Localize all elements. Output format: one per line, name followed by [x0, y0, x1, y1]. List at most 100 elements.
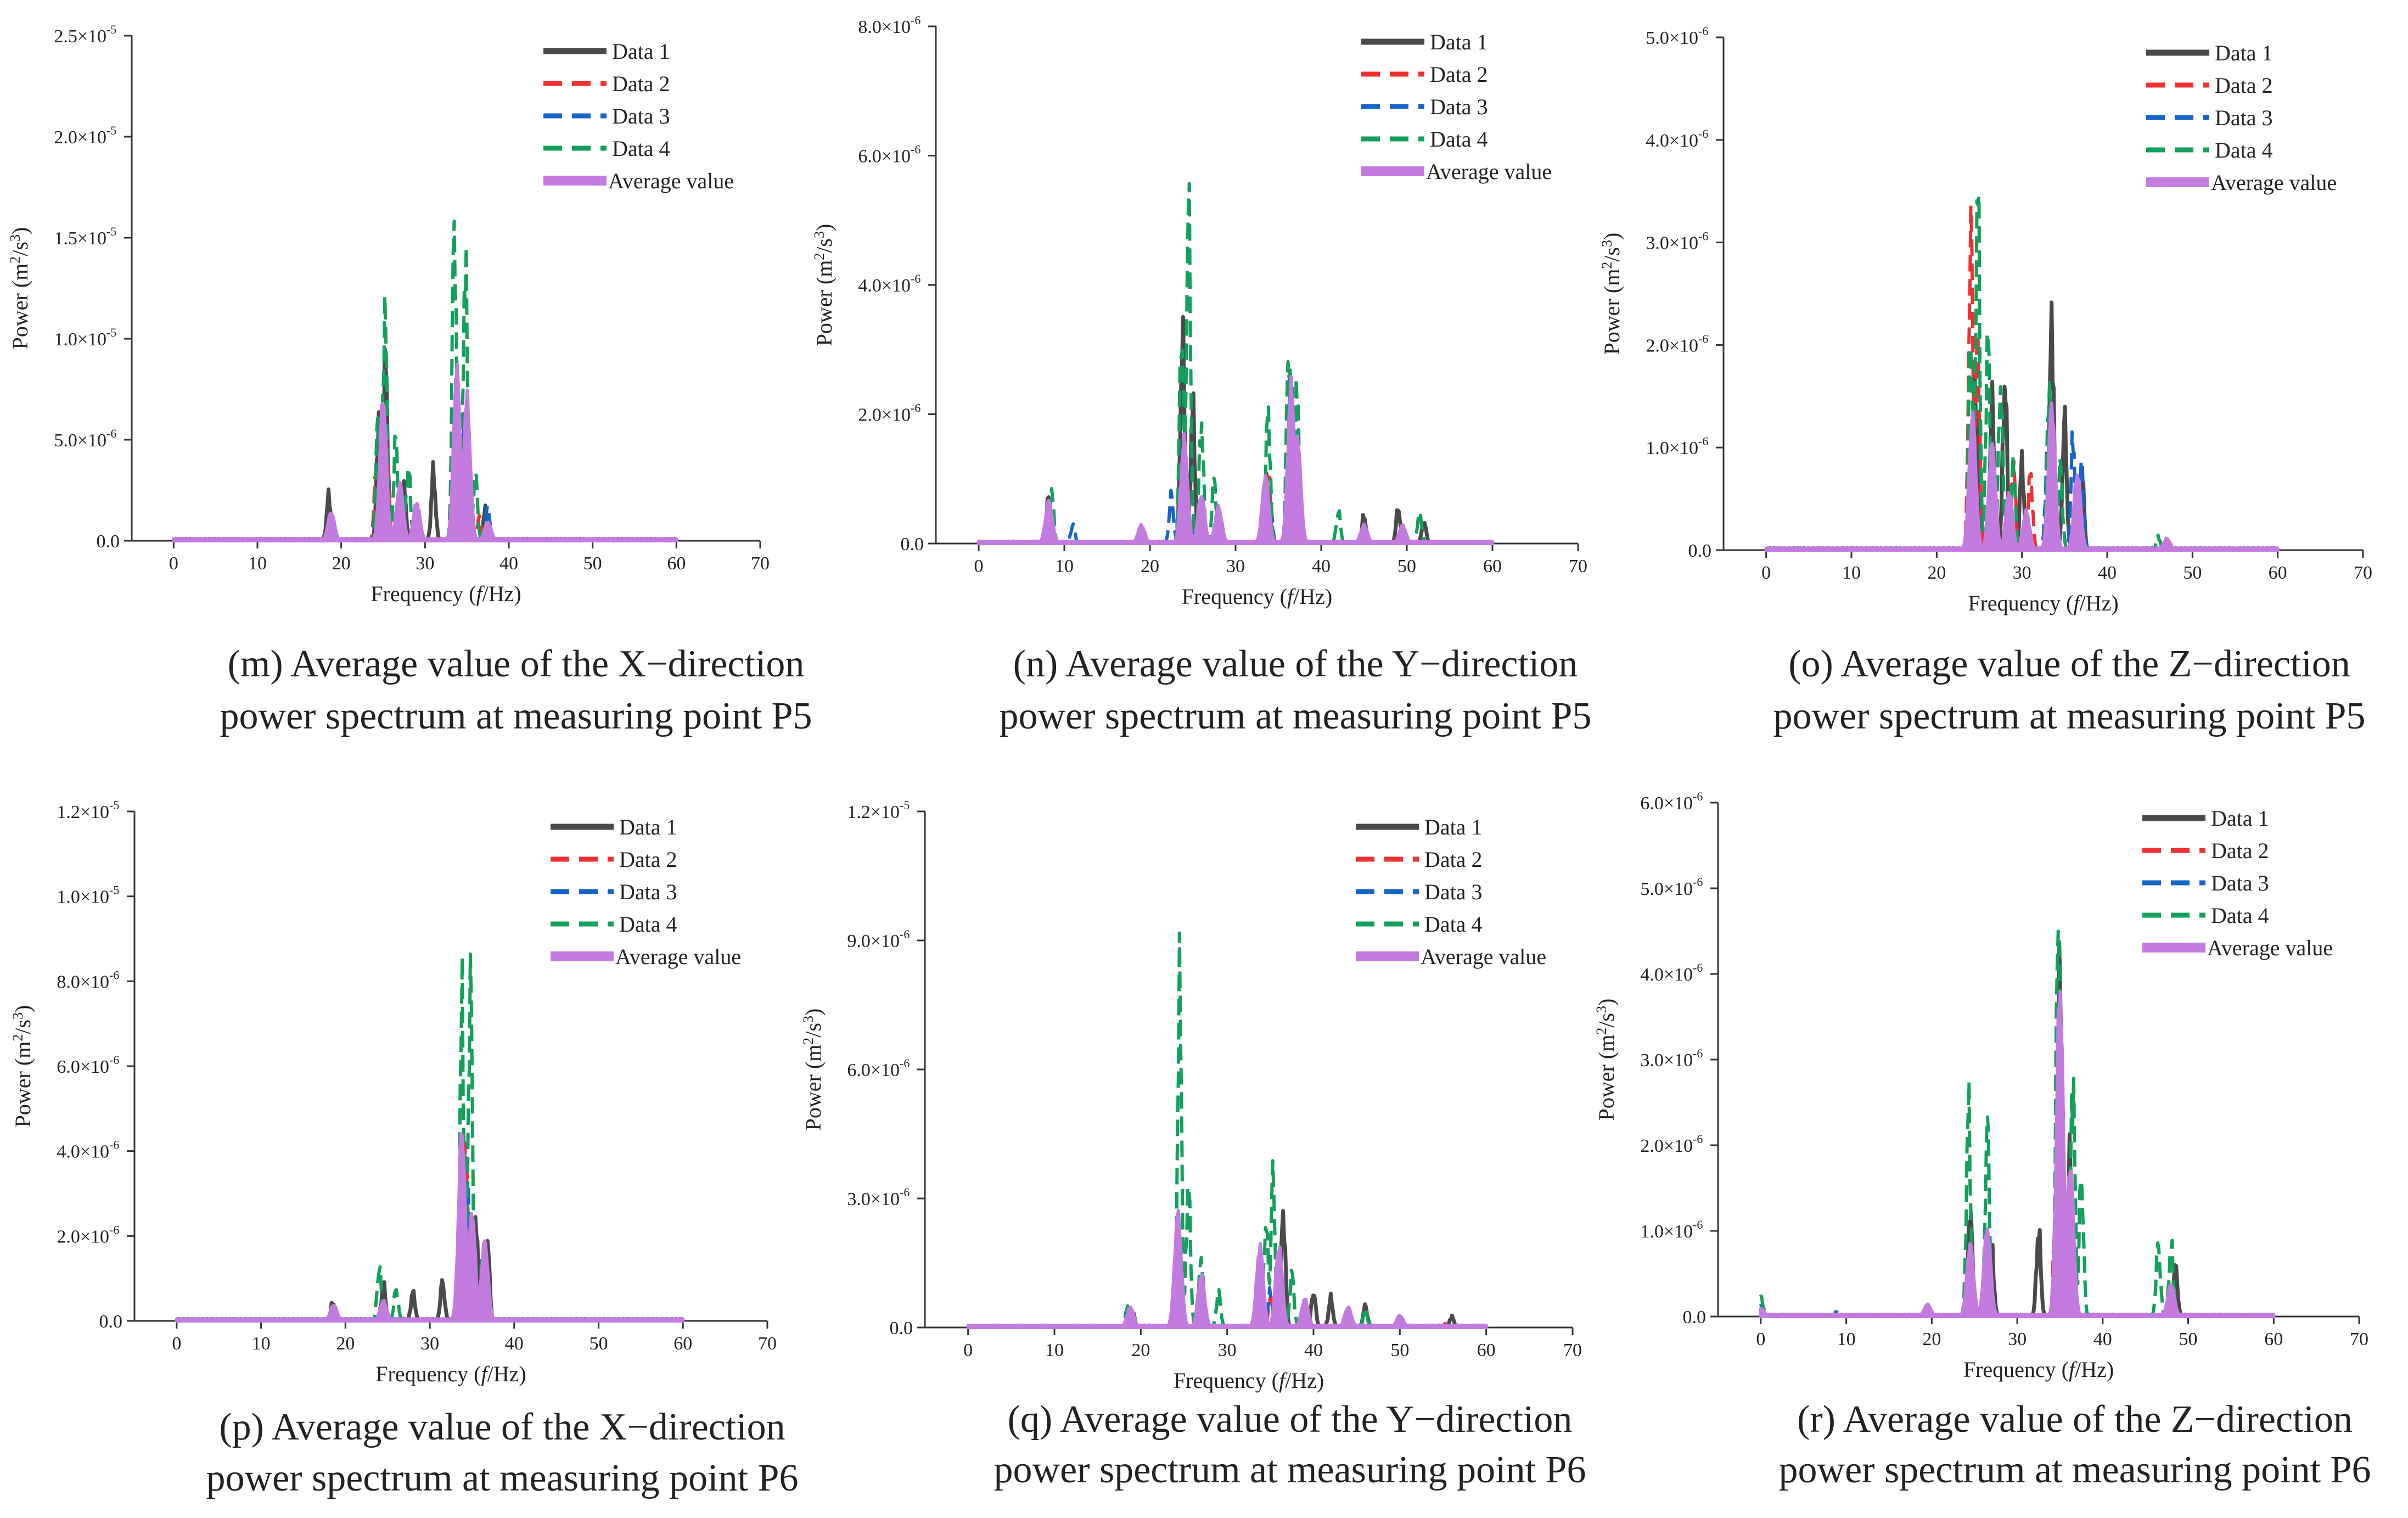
y-tick-label: 6.0×10: [858, 147, 911, 167]
y-tick-label: 0.0: [1683, 1307, 1707, 1327]
series-line-data-3: [176, 1183, 684, 1321]
series-line-data-1: [1760, 941, 2275, 1318]
chart-panel-m: 0 10 20 30 40 50 60 700.05.0×10 -61.0×10 -51.5×10…: [7, 23, 812, 737]
x-tick-label: 50: [590, 1334, 608, 1354]
caption-line-2: power spectrum at measuring point P5: [220, 695, 812, 737]
y-tick-exponent: -6: [900, 1056, 910, 1070]
x-axis-title: Frequency (f/Hz): [1968, 591, 2118, 615]
legend-label-data-3: Data 3: [612, 104, 670, 128]
y-tick-label: 0.0: [901, 534, 924, 554]
y-tick-exponent: -6: [1698, 332, 1708, 345]
x-tick-label: 10: [1842, 563, 1861, 583]
y-tick-label: 4.0×10: [858, 276, 911, 296]
series-line-data-1: [1765, 300, 2279, 551]
x-tick-label: 40: [1312, 556, 1331, 576]
y-tick-label: 2.0×10: [1646, 335, 1698, 356]
legend-label-data-4: Data 4: [2215, 138, 2273, 163]
y-tick-exponent: -6: [109, 1223, 119, 1236]
x-tick-label: 0: [963, 1340, 973, 1360]
y-tick-exponent: -5: [106, 23, 116, 36]
x-tick-label: 10: [1045, 1340, 1064, 1360]
caption-line-1: (r) Average value of the Z−direction: [1797, 1398, 2353, 1441]
y-tick-exponent: -6: [1698, 127, 1708, 141]
y-tick-exponent: -6: [1693, 875, 1703, 889]
series-area-average-value: [172, 362, 678, 542]
x-axis-title: Frequency (f/Hz): [1174, 1368, 1324, 1393]
x-tick-label: 60: [667, 553, 686, 574]
series-line-data-1: [176, 1138, 684, 1322]
series-line-data-4: [176, 952, 684, 1321]
x-tick-label: 0: [1761, 563, 1771, 583]
x-tick-label: 30: [2008, 1329, 2027, 1349]
x-tick-label: 70: [1569, 556, 1587, 576]
y-tick-label: 4.0×10: [1640, 965, 1693, 985]
x-tick-label: 40: [1304, 1340, 1323, 1360]
caption-line-2: power spectrum at measuring point P6: [206, 1457, 799, 1499]
legend-label-data-2: Data 2: [612, 71, 670, 96]
chart-panel-o: 0 10 20 30 40 50 60 700.01.0×10 -62.0×10 -63.0×10…: [1599, 24, 2372, 737]
x-axis-title: Frequency (f/Hz): [1963, 1357, 2114, 1382]
y-tick-label: 2.0×10: [57, 1226, 109, 1247]
x-tick-label: 40: [2098, 563, 2117, 583]
legend-label-average-value: Average value: [608, 169, 734, 193]
x-tick-label: 0: [1756, 1329, 1765, 1349]
legend-label-data-1: Data 1: [1424, 815, 1483, 839]
y-tick-label: 1.2×10: [847, 802, 900, 822]
y-axis-title: Power (m2/s3): [10, 1005, 35, 1128]
y-tick-exponent: -6: [911, 143, 920, 156]
x-tick-label: 70: [758, 1334, 777, 1354]
series-line-data-2: [173, 423, 677, 541]
legend-label-data-2: Data 2: [1430, 62, 1488, 87]
y-tick-label: 8.0×10: [57, 972, 109, 992]
x-tick-label: 60: [2269, 563, 2287, 583]
y-tick-label: 1.5×10: [54, 228, 106, 249]
legend-label-data-3: Data 3: [619, 880, 677, 904]
y-tick-label: 1.0×10: [1646, 438, 1698, 458]
y-tick-exponent: -6: [911, 401, 920, 415]
x-tick-label: 10: [1055, 556, 1074, 576]
x-tick-label: 60: [1483, 556, 1502, 576]
y-tick-label: 1.0×10: [54, 329, 106, 350]
y-tick-exponent: -6: [1693, 1132, 1703, 1146]
y-tick-exponent: -5: [900, 798, 910, 812]
x-axis-title: Frequency (f/Hz): [375, 1362, 526, 1386]
series-line-data-3: [1759, 1222, 2275, 1317]
legend-label-data-1: Data 1: [2215, 41, 2273, 65]
y-tick-label: 6.0×10: [57, 1057, 109, 1077]
y-tick-label: 2.5×10: [54, 26, 106, 47]
y-tick-label: 2.0×10: [1640, 1136, 1693, 1156]
series-line-data-4: [1759, 929, 2275, 1317]
y-tick-exponent: -6: [1698, 229, 1708, 243]
caption-line-2: power spectrum at measuring point P5: [1773, 695, 2366, 737]
series-line-data-1: [978, 315, 1494, 544]
y-tick-label: 4.0×10: [1646, 131, 1698, 151]
y-tick-exponent: -6: [1698, 24, 1708, 38]
series-area-average-value: [175, 1132, 685, 1323]
y-tick-exponent: -5: [106, 225, 116, 238]
series-area-average-value: [1764, 401, 2280, 552]
y-tick-exponent: -6: [1693, 789, 1703, 803]
series-area-average-value: [1759, 990, 2276, 1318]
legend-label-data-4: Data 4: [1424, 912, 1483, 937]
caption-line-1: (p) Average value of the X−direction: [219, 1406, 785, 1448]
caption-line-2: power spectrum at measuring point P6: [1779, 1449, 2371, 1491]
legend-label-data-2: Data 2: [619, 847, 677, 872]
y-tick-label: 3.0×10: [847, 1189, 900, 1209]
y-tick-exponent: -5: [106, 124, 116, 137]
legend-label-average-value: Average value: [2207, 936, 2333, 960]
y-tick-label: 5.0×10: [54, 430, 106, 451]
chart-panel-r: 0 10 20 30 40 50 60 700.01.0×10 -62.0×10 -63.0×10…: [1593, 789, 2371, 1491]
y-tick-exponent: -6: [109, 968, 119, 982]
legend-label-data-3: Data 3: [1424, 880, 1483, 904]
caption-line-1: (m) Average value of the X−direction: [228, 643, 805, 685]
y-tick-exponent: -5: [109, 798, 119, 812]
x-tick-label: 10: [252, 1334, 271, 1354]
x-tick-label: 0: [172, 1334, 181, 1354]
y-tick-label: 2.0×10: [54, 127, 106, 148]
series-line-data-1: [172, 347, 677, 542]
y-tick-exponent: -6: [911, 272, 920, 285]
x-tick-label: 70: [2354, 563, 2372, 583]
series-line-data-3: [173, 412, 677, 541]
y-tick-label: 9.0×10: [847, 931, 900, 951]
legend-label-average-value: Average value: [2211, 170, 2337, 195]
